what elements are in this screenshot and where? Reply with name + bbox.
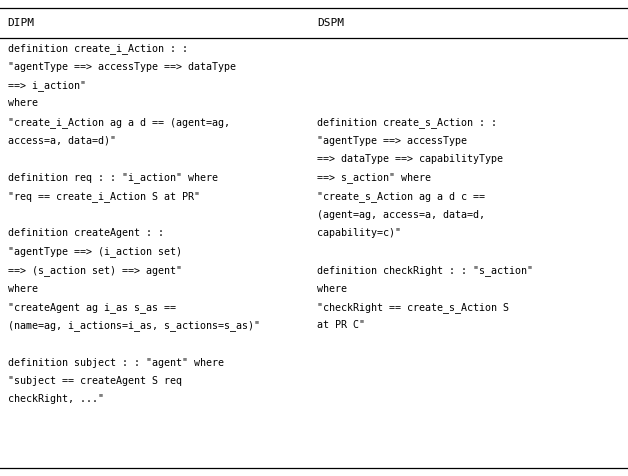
Text: "agentType ==> accessType: "agentType ==> accessType	[317, 136, 467, 146]
Text: ==> dataType ==> capabilityType: ==> dataType ==> capabilityType	[317, 154, 503, 164]
Text: where: where	[8, 99, 38, 109]
Text: capability=c)": capability=c)"	[317, 228, 401, 238]
Text: DIPM: DIPM	[8, 18, 35, 28]
Text: DSPM: DSPM	[317, 18, 344, 28]
Text: at PR C": at PR C"	[317, 320, 365, 330]
Text: "createAgent ag i_as s_as ==: "createAgent ag i_as s_as ==	[8, 302, 176, 313]
Text: where: where	[8, 284, 38, 294]
Text: "create_i_Action ag a d == (agent=ag,: "create_i_Action ag a d == (agent=ag,	[8, 117, 230, 128]
Text: checkRight, ...": checkRight, ..."	[8, 395, 104, 405]
Text: definition create_s_Action : :: definition create_s_Action : :	[317, 117, 497, 128]
Text: (agent=ag, access=a, data=d,: (agent=ag, access=a, data=d,	[317, 209, 485, 219]
Text: definition create_i_Action : :: definition create_i_Action : :	[8, 43, 188, 54]
Text: definition checkRight : : "s_action": definition checkRight : : "s_action"	[317, 265, 533, 276]
Text: "create_s_Action ag a d c ==: "create_s_Action ag a d c ==	[317, 191, 485, 202]
Text: "agentType ==> accessType ==> dataType: "agentType ==> accessType ==> dataType	[8, 61, 236, 71]
Text: "checkRight == create_s_Action S: "checkRight == create_s_Action S	[317, 302, 509, 313]
Text: (name=ag, i_actions=i_as, s_actions=s_as)": (name=ag, i_actions=i_as, s_actions=s_as…	[8, 320, 259, 331]
Text: ==> s_action" where: ==> s_action" where	[317, 172, 431, 183]
Text: "req == create_i_Action S at PR": "req == create_i_Action S at PR"	[8, 191, 200, 202]
Text: "subject == createAgent S req: "subject == createAgent S req	[8, 376, 181, 386]
Text: definition req : : "i_action" where: definition req : : "i_action" where	[8, 172, 217, 183]
Text: access=a, data=d)": access=a, data=d)"	[8, 136, 116, 146]
Text: definition subject : : "agent" where: definition subject : : "agent" where	[8, 357, 224, 367]
Text: where: where	[317, 284, 347, 294]
Text: definition createAgent : :: definition createAgent : :	[8, 228, 163, 238]
Text: ==> (s_action set) ==> agent": ==> (s_action set) ==> agent"	[8, 265, 181, 276]
Text: ==> i_action": ==> i_action"	[8, 80, 85, 91]
Text: "agentType ==> (i_action set): "agentType ==> (i_action set)	[8, 247, 181, 258]
